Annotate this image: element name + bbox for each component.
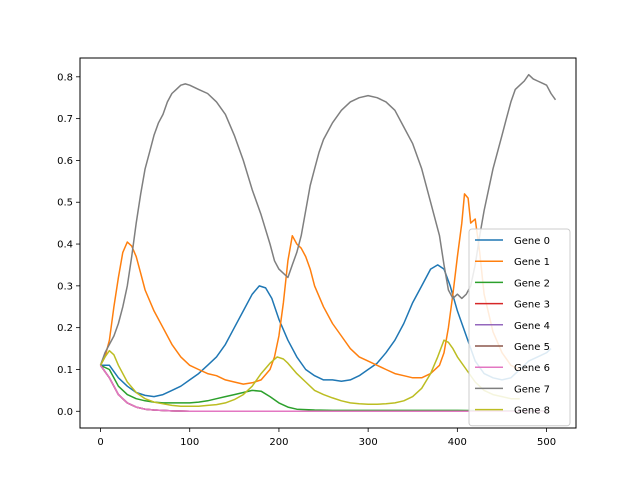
legend: Gene 0 Gene 1 Gene 2 Gene 3 Gene 4 Gene 5 Gene… [468, 228, 571, 427]
x-axis: 0 100 200 300 400 500 [97, 428, 556, 448]
legend-label: Gene 1 [514, 257, 550, 268]
y-tick-label: 0.7 [57, 114, 73, 125]
x-tick-label: 300 [359, 437, 378, 448]
series-line-gene-1 [99, 193, 521, 385]
y-tick-label: 0.4 [57, 240, 73, 251]
legend-label: Gene 0 [514, 236, 550, 247]
series-line-gene-6 [99, 364, 547, 413]
y-tick-label: 0.0 [57, 407, 73, 418]
legend-box [468, 228, 571, 427]
y-tick-label: 0.5 [57, 198, 73, 209]
legend-label: Gene 7 [514, 384, 550, 395]
x-tick-label: 100 [180, 437, 199, 448]
legend-label: Gene 8 [514, 406, 550, 417]
y-tick-label: 0.1 [57, 365, 73, 376]
y-tick-label: 0.8 [57, 72, 73, 83]
x-tick-label: 0 [97, 437, 103, 448]
series-line-gene-8 [99, 339, 520, 408]
legend-label: Gene 2 [514, 278, 550, 289]
y-tick-label: 0.6 [57, 156, 73, 167]
axes-frame [79, 57, 577, 429]
x-tick-label: 500 [537, 437, 556, 448]
legend-label: Gene 6 [514, 363, 550, 374]
legend-label: Gene 5 [514, 342, 550, 353]
legend-label: Gene 3 [514, 300, 550, 311]
series-line-gene-7 [99, 73, 557, 366]
y-axis: 0.0 0.1 0.2 0.3 0.4 0.5 0.6 0.7 0.8 [57, 72, 80, 418]
legend-label: Gene 4 [514, 321, 550, 332]
x-tick-label: 400 [448, 437, 467, 448]
y-tick-label: 0.3 [57, 281, 73, 292]
y-tick-label: 0.2 [57, 323, 73, 334]
series-layer [99, 73, 557, 413]
series-line-gene-2 [100, 364, 547, 412]
x-tick-label: 200 [269, 437, 288, 448]
